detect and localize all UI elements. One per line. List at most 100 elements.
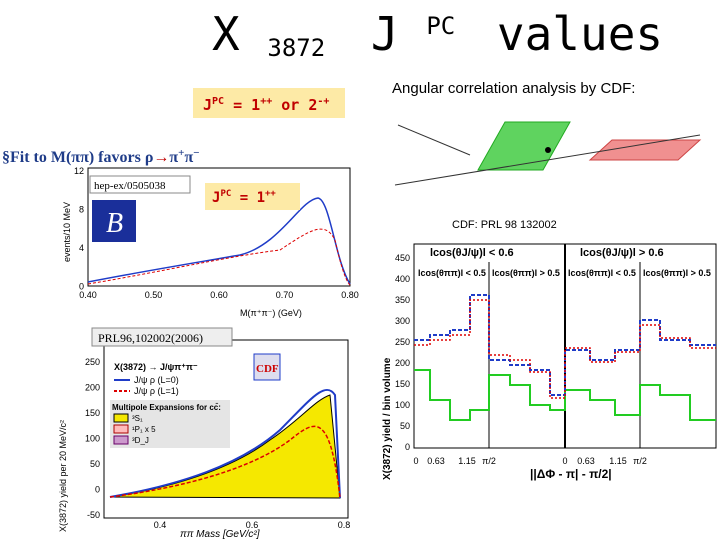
- plot2: PRL96,102002(2006) X(3872) → J/ψπ⁺π⁻ J/ψ…: [58, 327, 351, 540]
- fit-minus: −: [193, 147, 199, 159]
- plot2-ref-box: [91, 327, 233, 347]
- p1-jpc-eq: = 1: [231, 190, 265, 206]
- x-tick-label: 0.80: [341, 290, 359, 300]
- x-tick-label: 1.15: [458, 456, 476, 466]
- item-label: ³S₁: [132, 414, 143, 423]
- axis: [397, 124, 471, 156]
- plot1-curve: [87, 197, 351, 285]
- plane-red: [588, 139, 702, 161]
- y-tick-label: 150: [85, 408, 100, 418]
- x-tick-label: 0: [562, 456, 567, 466]
- x-tick-label: 0.50: [145, 290, 163, 300]
- title-subscript: 3872: [267, 34, 325, 62]
- jpc-or: or 2: [272, 96, 317, 114]
- plot3-green: [414, 369, 716, 421]
- panel-label: lcos(θππ)l < 0.5: [418, 268, 486, 278]
- jpc-j: J: [203, 96, 212, 114]
- plot2-legend-title: X(3872) → J/ψπ⁺π⁻: [114, 362, 198, 372]
- x-tick-label: 0.63: [577, 456, 595, 466]
- p1-jpc-pp: ++: [265, 189, 276, 199]
- fit-arrow: →: [153, 149, 169, 166]
- title-superscript: PC: [426, 12, 455, 40]
- item-label: ¹P₁ x 5: [132, 425, 156, 434]
- x-tick-label: 0.8: [338, 520, 351, 530]
- jpc-text: JPC = 1++ or 2-+: [203, 96, 329, 114]
- item-swatch: [113, 424, 129, 434]
- title-j: J: [371, 7, 399, 61]
- plot3-xlabel: ||ΔΦ - π| - π/2|: [530, 467, 612, 481]
- y-tick-label: 200: [395, 358, 410, 368]
- fit-text: §Fit to M(ππ) favors ρ→π+π−: [2, 147, 199, 166]
- title-x: X: [212, 7, 240, 61]
- y-tick-label: 0: [95, 485, 100, 495]
- plot2-ylabel: X(3872) yield per 20 MeV/c²: [58, 420, 68, 532]
- legend-entry: J/ψ ρ (L=1): [134, 386, 179, 396]
- y-tick-label: 12: [74, 166, 84, 176]
- plane-green: [477, 121, 571, 171]
- y-tick-label: 0: [79, 282, 84, 292]
- plot1-ref-box: [89, 175, 191, 194]
- y-tick-label: 100: [85, 434, 100, 444]
- plot3-blue: [414, 294, 716, 396]
- fit-pi2: π: [184, 149, 193, 166]
- plot3-caption: CDF: PRL 98 132002: [452, 219, 557, 231]
- vertex: [545, 147, 551, 153]
- y-tick-label: 450: [395, 253, 410, 263]
- y-tick-label: 150: [395, 379, 410, 389]
- x-tick-label: π/2: [482, 456, 496, 466]
- plot1-logo: [92, 200, 136, 242]
- plot1-logo-b: B: [106, 208, 123, 239]
- panel-label: lcos(θππ)l > 0.5: [492, 268, 560, 278]
- plot2-curve: [109, 389, 341, 499]
- x-tick-label: 0.63: [427, 456, 445, 466]
- x-tick-label: 0.4: [154, 520, 167, 530]
- cdf-logo: [253, 353, 281, 381]
- y-tick-label: -50: [87, 510, 100, 520]
- plot1-curve2: [87, 228, 351, 286]
- plot1-jpc-box: [205, 183, 300, 210]
- plot2-ref: PRL96,102002(2006): [98, 331, 203, 345]
- x-tick-label: 0.60: [210, 290, 228, 300]
- x-tick-label: 0.70: [276, 290, 294, 300]
- plot3-red: [414, 299, 716, 399]
- jpc-box: [193, 88, 345, 118]
- plot1-xlabel: M(π⁺π⁻) (GeV): [240, 308, 302, 318]
- plot1-jpc: JPC = 1++: [212, 189, 276, 206]
- axis: [394, 134, 701, 186]
- title: X 3872 J PC values: [212, 0, 663, 67]
- jpc-eq: = 1: [224, 96, 260, 114]
- x-tick-label: 0.6: [246, 520, 259, 530]
- y-tick-label: 50: [90, 459, 100, 469]
- multipole-box: [110, 400, 230, 448]
- y-tick-label: 200: [85, 383, 100, 393]
- jpc-pp: ++: [260, 96, 272, 107]
- y-tick-label: 100: [395, 400, 410, 410]
- panel-label: lcos(θππ)l < 0.5: [568, 268, 636, 278]
- x-tick-label: 0.40: [79, 290, 97, 300]
- panel-label: lcos(θππ)l > 0.5: [643, 268, 711, 278]
- jpc-mp: -+: [317, 96, 329, 107]
- item-swatch: [113, 435, 129, 445]
- fit-plus: +: [178, 147, 184, 159]
- cdf-logo-text: CDF: [256, 363, 279, 375]
- plot3: CDF: PRL 98 132002 lcos(θJ/ψ)l < 0.6 lco…: [382, 219, 717, 481]
- angular-caption: Angular correlation analysis by CDF:: [392, 80, 635, 97]
- multipole-title: Multipole Expansions for cc̄:: [112, 403, 221, 412]
- plot2-xlabel: ππ Mass [GeV/c²]: [180, 529, 260, 540]
- angle-diagram: [394, 121, 702, 186]
- legend-entry: J/ψ ρ (L=0): [134, 375, 179, 385]
- y-tick-label: 8: [79, 205, 84, 215]
- item-label: ³D_J: [132, 436, 149, 445]
- p1-jpc-j: J: [212, 190, 220, 206]
- item-swatch: [113, 413, 129, 423]
- plot2-curve2: [109, 425, 341, 499]
- y-tick-label: 300: [395, 316, 410, 326]
- jpc-pc: PC: [212, 96, 224, 107]
- y-tick-label: 250: [395, 337, 410, 347]
- p1-jpc-pc: PC: [220, 189, 231, 199]
- plot1: hep-ex/0505038 B JPC = 1++ events/10 MeV…: [62, 166, 359, 318]
- y-tick-label: 350: [395, 295, 410, 305]
- plot1-ref: hep-ex/0505038: [94, 180, 166, 192]
- fit-pi: π: [169, 149, 178, 166]
